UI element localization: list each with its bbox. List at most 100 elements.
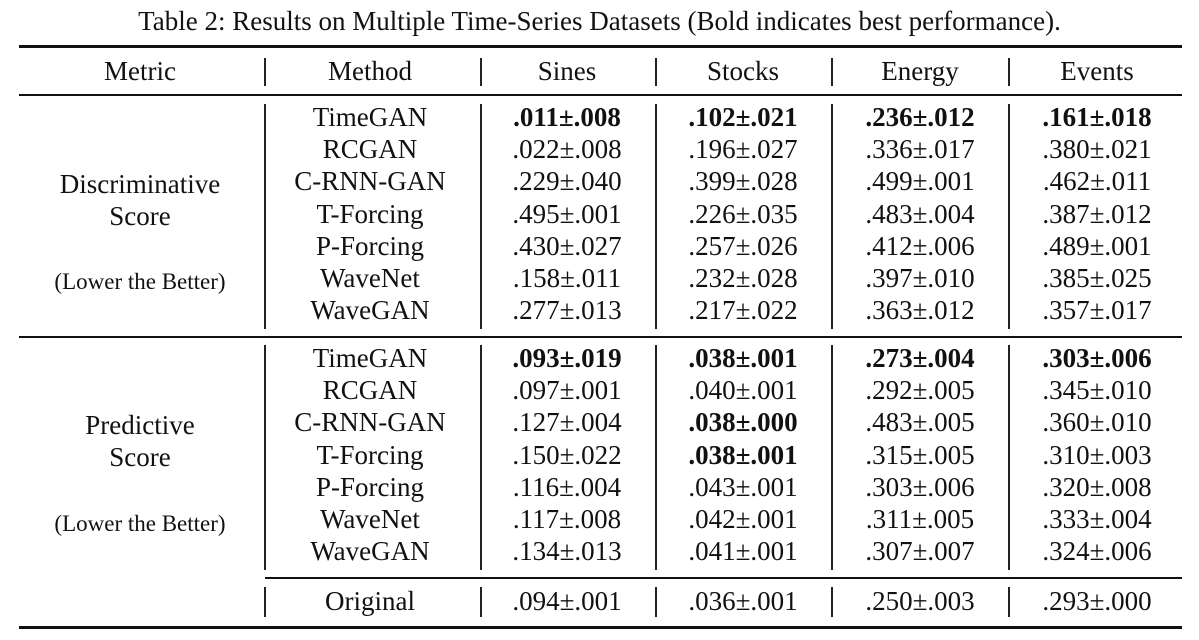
header-separator <box>480 58 482 86</box>
score-cell: .217±.022 <box>688 295 798 326</box>
original-separator <box>831 587 833 617</box>
original-rule <box>265 577 1182 579</box>
score-cell: .412±.006 <box>865 230 975 261</box>
score-cell: .387±.012 <box>1042 198 1152 229</box>
body-separator <box>1008 104 1010 329</box>
score-cell: .303±.006 <box>1042 343 1152 373</box>
section-1-metric-line-1: Discriminative <box>59 169 221 199</box>
original-separator <box>264 587 266 617</box>
score-cell: .117±.008 <box>512 504 622 534</box>
section-rule <box>19 336 1182 338</box>
score-cell: .038±.000 <box>688 407 798 438</box>
method-cell: RCGAN <box>322 375 418 406</box>
score-cell: .226±.035 <box>688 198 798 229</box>
score-cell: .385±.025 <box>1042 263 1152 293</box>
original-separator <box>655 587 657 617</box>
header-rule <box>19 94 1182 96</box>
method-cell: TimeGAN <box>312 343 428 373</box>
score-cell: .134±.013 <box>512 536 622 567</box>
body-separator <box>480 104 482 329</box>
body-separator <box>655 104 657 329</box>
original-score-cell: .094±.001 <box>512 586 622 616</box>
score-cell: .336±.017 <box>865 134 975 165</box>
method-cell: TimeGAN <box>312 102 428 132</box>
score-cell: .236±.012 <box>865 102 975 132</box>
score-cell: .310±.003 <box>1042 439 1152 470</box>
method-cell: C-RNN-GAN <box>294 407 446 438</box>
score-cell: .315±.005 <box>865 439 975 470</box>
score-cell: .430±.027 <box>512 230 622 261</box>
header-separator <box>655 58 657 86</box>
method-cell: P-Forcing <box>316 230 424 261</box>
score-cell: .399±.028 <box>688 166 798 197</box>
score-cell: .324±.006 <box>1042 536 1152 567</box>
score-cell: .093±.019 <box>512 343 622 373</box>
method-cell: C-RNN-GAN <box>294 166 446 197</box>
section-2-metric-line-3: (Lower the Better) <box>54 511 226 536</box>
score-cell: .040±.001 <box>688 375 798 406</box>
score-cell: .127±.004 <box>512 407 622 438</box>
method-cell: WaveGAN <box>310 536 430 567</box>
original-separator <box>480 587 482 617</box>
table-caption: Table 2: Results on Multiple Time-Series… <box>138 6 1061 36</box>
score-cell: .380±.021 <box>1042 134 1152 165</box>
score-cell: .292±.005 <box>865 375 975 406</box>
score-cell: .360±.010 <box>1042 407 1152 438</box>
score-cell: .116±.004 <box>512 471 622 502</box>
score-cell: .483±.004 <box>865 198 975 229</box>
score-cell: .011±.008 <box>513 102 621 132</box>
score-cell: .158±.011 <box>512 263 622 293</box>
top-rule <box>19 45 1182 48</box>
score-cell: .311±.005 <box>865 504 975 534</box>
score-cell: .042±.001 <box>688 504 798 534</box>
original-score-cell: .250±.003 <box>865 586 975 616</box>
score-cell: .483±.005 <box>865 407 975 438</box>
header-separator <box>831 58 833 86</box>
body-separator <box>831 345 833 570</box>
header-metric: Metric <box>104 56 176 86</box>
score-cell: .277±.013 <box>512 295 622 326</box>
score-cell: .038±.001 <box>688 343 798 373</box>
score-cell: .022±.008 <box>512 134 622 165</box>
header-separator <box>264 58 266 86</box>
score-cell: .196±.027 <box>688 134 798 165</box>
header-method: Method <box>328 56 412 86</box>
header-energy: Energy <box>881 56 959 86</box>
header-separator <box>1008 58 1010 86</box>
method-cell: P-Forcing <box>316 471 424 502</box>
original-separator <box>1008 587 1010 617</box>
score-cell: .397±.010 <box>865 263 975 293</box>
score-cell: .357±.017 <box>1042 295 1152 326</box>
score-cell: .229±.040 <box>512 166 622 197</box>
score-cell: .320±.008 <box>1042 471 1152 502</box>
original-score-cell: .293±.000 <box>1042 586 1152 616</box>
score-cell: .345±.010 <box>1042 375 1152 406</box>
score-cell: .273±.004 <box>865 343 975 373</box>
score-cell: .232±.028 <box>688 263 798 293</box>
body-separator <box>831 104 833 329</box>
body-separator <box>655 345 657 570</box>
body-separator <box>480 345 482 570</box>
method-cell: RCGAN <box>322 134 418 165</box>
score-cell: .333±.004 <box>1042 504 1152 534</box>
section-2-metric-line-1: Predictive <box>85 410 195 440</box>
score-cell: .303±.006 <box>865 471 975 502</box>
body-separator <box>1008 345 1010 570</box>
score-cell: .097±.001 <box>512 375 622 406</box>
bottom-rule <box>19 626 1182 629</box>
section-1-metric-line-3: (Lower the Better) <box>54 269 226 294</box>
method-cell: WaveNet <box>320 504 420 534</box>
header-stocks: Stocks <box>706 56 780 86</box>
score-cell: .307±.007 <box>865 536 975 567</box>
score-cell: .363±.012 <box>865 295 975 326</box>
section-1-metric-line-2: Score <box>109 201 171 231</box>
original-score-cell: .036±.001 <box>688 586 798 616</box>
score-cell: .495±.001 <box>512 198 622 229</box>
score-cell: .041±.001 <box>688 536 798 567</box>
header-sines: Sines <box>537 56 597 86</box>
score-cell: .038±.001 <box>688 439 798 470</box>
header-events: Events <box>1060 56 1134 86</box>
method-cell: T-Forcing <box>316 198 424 229</box>
score-cell: .499±.001 <box>865 166 975 197</box>
